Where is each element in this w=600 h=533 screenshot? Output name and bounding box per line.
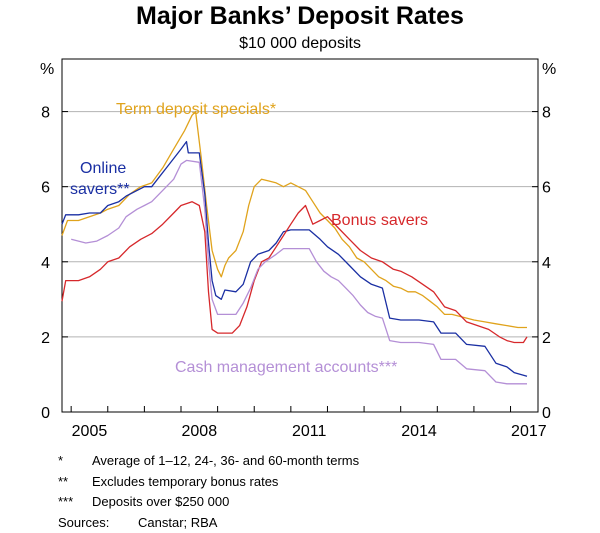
label-online: Online [80, 160, 126, 177]
label-bonus-savers: Bonus savers [331, 212, 428, 229]
note-text: Average of 1–12, 24-, 36- and 60-month t… [92, 453, 360, 468]
y-tick-label-left: 8 [41, 105, 50, 122]
unit-label-right: % [542, 61, 556, 78]
note-mark: ** [58, 473, 69, 489]
series-line-3 [71, 159, 527, 385]
y-tick-label-left: 4 [41, 255, 50, 272]
y-tick-label-right: 0 [542, 405, 551, 422]
series-lines [61, 110, 528, 385]
y-tick-label-right: 2 [542, 330, 551, 347]
series-line-1 [61, 140, 528, 377]
y-tick-label-left: 0 [41, 405, 50, 422]
chart-subtitle: $10 000 deposits [239, 35, 361, 52]
label-savers: savers** [70, 181, 130, 198]
note-text: Excludes temporary bonus rates [92, 473, 279, 489]
sources-text: Canstar; RBA [138, 514, 218, 530]
y-tick-label-left: 2 [41, 330, 50, 347]
y-tick-label-right: 6 [542, 180, 551, 197]
x-tick-label: 2008 [182, 423, 218, 440]
label-cash-management-accounts: Cash management accounts*** [175, 359, 397, 376]
unit-label-left: % [40, 61, 54, 78]
series-line-0 [61, 110, 527, 329]
x-tick-label: 2011 [292, 423, 327, 440]
note-row: *** Deposits over $250 000 [58, 492, 359, 513]
sources-label: Sources: [58, 514, 110, 530]
chart-title: Major Banks’ Deposit Rates [136, 2, 464, 30]
grid-lines [62, 111, 538, 338]
sources-row: Sources: Canstar; RBA [58, 513, 359, 533]
note-text: Deposits over $250 000 [92, 494, 230, 509]
y-tick-label-right: 4 [542, 255, 551, 272]
series-line-2 [61, 201, 528, 344]
note-row: ** Excludes temporary bonus rates [58, 472, 359, 493]
series-labels: Term deposit specials* Online savers** B… [70, 101, 428, 376]
chart-notes: * Average of 1–12, 24-, 36- and 60-month… [58, 451, 359, 533]
y-tick-label-left: 6 [41, 180, 50, 197]
note-mark: * [58, 453, 64, 468]
label-term-deposit-specials: Term deposit specials* [116, 101, 276, 118]
note-row: * Average of 1–12, 24-, 36- and 60-month… [58, 451, 359, 472]
x-tick-label: 2014 [401, 423, 437, 440]
note-mark: *** [58, 494, 74, 509]
x-tick-label: 2005 [72, 423, 108, 440]
x-tick-label: 2017 [511, 423, 547, 440]
y-tick-label-right: 8 [542, 105, 551, 122]
